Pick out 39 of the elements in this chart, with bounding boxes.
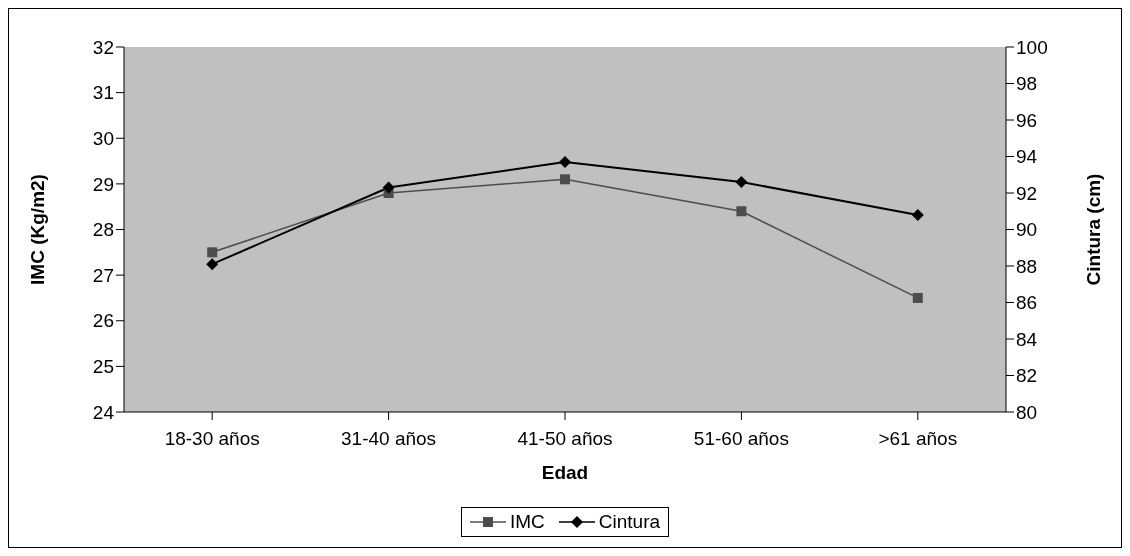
point [382, 181, 395, 194]
point [912, 292, 923, 303]
y-tick-label: 26 [92, 310, 114, 332]
y-tick-label: 27 [92, 264, 114, 286]
x-tick-label: 51-60 años [693, 428, 789, 450]
y2-tick-label: 100 [1016, 36, 1048, 58]
point [735, 176, 748, 189]
y2-tick-label: 80 [1016, 401, 1038, 423]
x-tick-label: 31-40 años [341, 428, 437, 450]
y2-tick-label: 84 [1016, 328, 1038, 350]
y-tick-label: 28 [92, 219, 114, 241]
point [736, 206, 747, 217]
y-axis-title: IMC (Kg/m2) [26, 174, 48, 285]
y-tick-label: 30 [92, 127, 114, 149]
legend-label: Cintura [597, 511, 661, 533]
x-tick-label: 41-50 años [517, 428, 613, 450]
y2-tick-label: 92 [1016, 182, 1038, 204]
y-tick-label: 29 [92, 173, 114, 195]
x-tick-label: 18-30 años [164, 428, 260, 450]
point [207, 247, 218, 258]
y2-tick-label: 90 [1016, 219, 1038, 241]
point [206, 258, 219, 271]
y2-tick-label: 86 [1016, 292, 1038, 314]
y-tick-label: 32 [92, 36, 114, 58]
point [559, 155, 571, 168]
y-tick-label: 31 [92, 82, 114, 104]
y2-tick-label: 88 [1016, 255, 1038, 277]
y2-tick-label: 94 [1016, 146, 1038, 168]
point [911, 208, 924, 221]
x-axis-title: Edad [541, 462, 589, 483]
point [560, 174, 570, 185]
y2-tick-label: 96 [1016, 109, 1038, 131]
legend-label: IMC [508, 511, 545, 533]
y2-tick-label: 82 [1016, 365, 1038, 387]
y-tick-label: 24 [92, 401, 115, 423]
y-tick-label: 25 [92, 356, 114, 378]
y2-tick-label: 98 [1016, 73, 1038, 95]
x-tick-label: >61 años [878, 428, 958, 450]
y2-axis-title: Cintura (cm) [1082, 173, 1104, 286]
